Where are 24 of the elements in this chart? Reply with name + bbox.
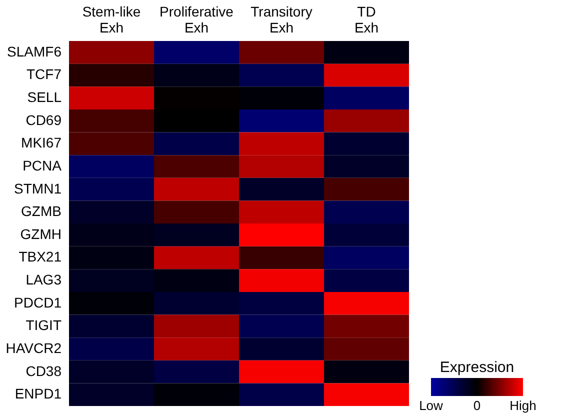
y-tick-label: MKI67 bbox=[21, 134, 62, 151]
y-tick-label: HAVCR2 bbox=[6, 340, 62, 356]
color-bar-label: High bbox=[510, 398, 536, 413]
x-tick-label: Proliferative Exh bbox=[160, 4, 234, 36]
y-tick-label: PDCD1 bbox=[14, 294, 62, 310]
y-tick-label: STMN1 bbox=[14, 180, 62, 196]
x-tick-label: Transitory Exh bbox=[250, 4, 312, 36]
color-bar-label: Low bbox=[419, 398, 444, 413]
y-tick-label: TCF7 bbox=[26, 66, 62, 82]
color-bar-label: 0 bbox=[473, 398, 481, 413]
y-tick-label: SELL bbox=[27, 89, 62, 106]
y-tick-label: PCNA bbox=[22, 157, 62, 174]
x-tick-label: Stem-like Exh bbox=[82, 4, 141, 36]
legend-title: Expression bbox=[440, 359, 514, 376]
y-tick-label: LAG3 bbox=[26, 272, 62, 288]
y-tick-label: CD38 bbox=[26, 362, 62, 379]
y-tick-label: TIGIT bbox=[26, 317, 62, 334]
y-tick-label: ENPD1 bbox=[14, 386, 62, 402]
y-tick-label: GZMB bbox=[21, 203, 62, 220]
y-tick-label: GZMH bbox=[20, 226, 62, 242]
y-tick-label: TBX21 bbox=[18, 248, 62, 265]
x-tick-label: TD Exh bbox=[354, 4, 379, 36]
y-tick-label: CD69 bbox=[26, 112, 62, 128]
y-tick-label: SLAMF6 bbox=[7, 43, 62, 60]
